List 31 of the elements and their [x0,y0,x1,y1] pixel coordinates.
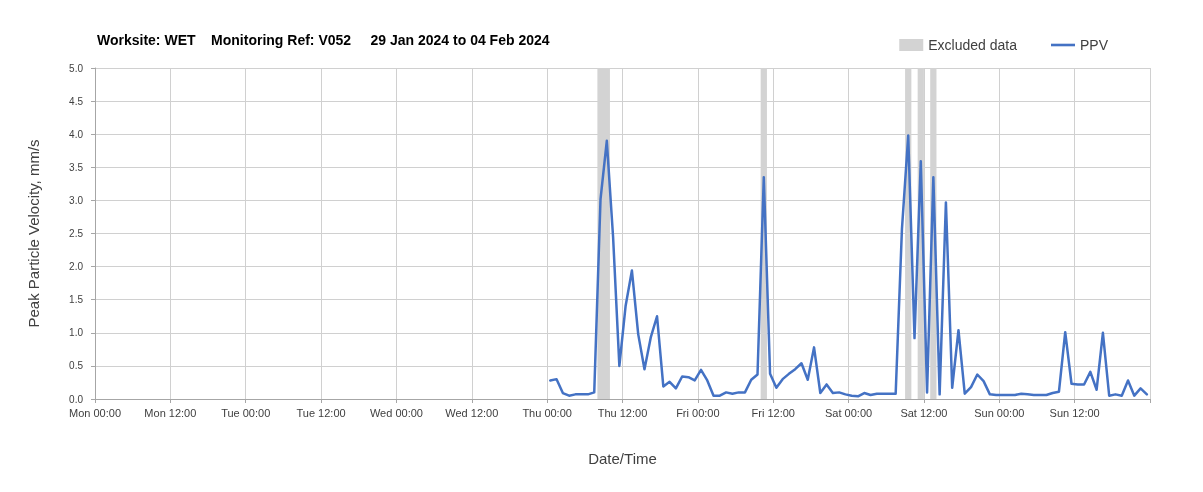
y-tick-label: 3.5 [69,161,84,173]
y-tick-label: 5.0 [69,62,84,74]
x-tick-label: Mon 00:00 [69,406,121,419]
y-tick-label: 3.0 [69,194,84,206]
x-tick-label: Tue 00:00 [221,406,271,419]
x-tick-label: Sun 12:00 [1049,406,1100,419]
y-tick-label: 1.5 [69,294,84,306]
x-tick-label: Tue 12:00 [296,406,346,419]
x-tick-label: Thu 00:00 [522,406,572,419]
y-tick-label: 4.0 [69,128,84,140]
x-tick-label: Sun 00:00 [974,406,1025,419]
line-series [549,134,1149,398]
y-tick-label: 0.5 [69,360,84,372]
y-axis-title: Peak Particle Velocity, mm/s [25,139,42,328]
x-tick-label: Sat 00:00 [825,406,873,419]
x-tick-label: Fri 00:00 [676,406,720,419]
y-tick-label: 2.5 [69,228,84,239]
x-tick-label: Sat 12:00 [900,406,948,419]
x-tick-label: Wed 12:00 [445,406,499,419]
legend-label: PPV [1079,37,1109,53]
y-tick-label: 4.5 [69,95,84,107]
x-tick-label: Fri 12:00 [751,406,795,419]
chart-title: Worksite: WET Monitoring Ref: V052 29 Jan 2024 to 04 Feb 2024 [97,32,550,48]
y-tick-label: 2.0 [69,261,84,273]
legend-label: Excluded data [928,37,1018,53]
x-axis-title: Date/Time [588,450,657,467]
x-tick-label: Thu 12:00 [597,406,648,419]
x-tick-label: Mon 12:00 [144,406,197,419]
y-tick-label: 0.0 [69,393,84,405]
y-tick-label: 1.0 [69,327,84,339]
x-tick-label: Wed 00:00 [369,406,423,419]
